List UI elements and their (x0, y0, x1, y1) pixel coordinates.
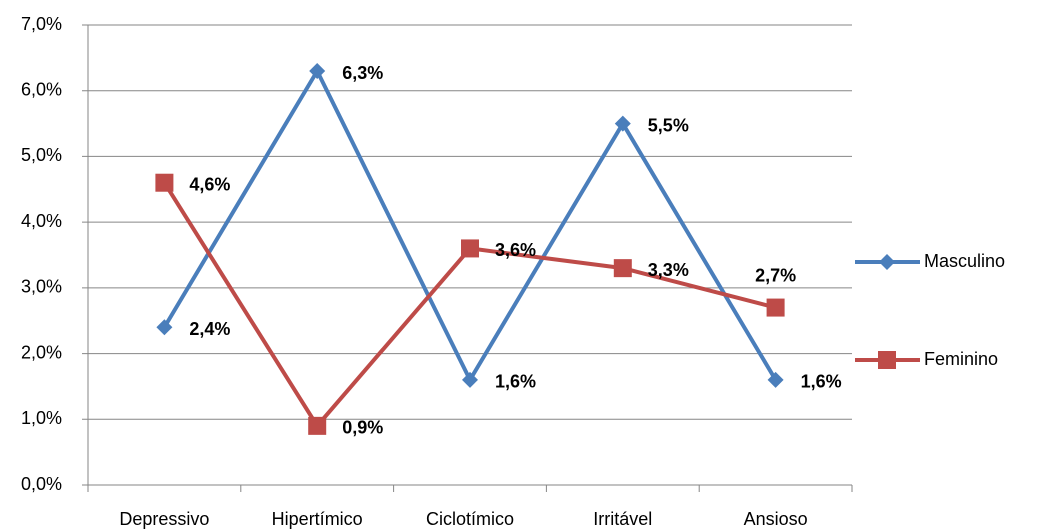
x-tick-label: Ansioso (744, 509, 808, 529)
data-label: 3,3% (648, 260, 689, 280)
marker (155, 173, 174, 192)
x-tick-label: Depressivo (119, 509, 209, 529)
data-label: 1,6% (801, 372, 842, 392)
data-label: 6,3% (342, 63, 383, 83)
marker (308, 416, 327, 435)
y-tick-label: 7,0% (21, 14, 62, 34)
data-label: 5,5% (648, 115, 689, 135)
data-label: 2,7% (755, 265, 796, 285)
x-tick-label: Hipertímico (272, 509, 363, 529)
marker (613, 259, 632, 278)
y-tick-label: 0,0% (21, 474, 62, 494)
legend-label: Masculino (924, 251, 1005, 271)
x-tick-label: Ciclotímico (426, 509, 514, 529)
data-label: 1,6% (495, 372, 536, 392)
marker (767, 371, 784, 388)
y-tick-label: 3,0% (21, 277, 62, 297)
y-tick-label: 1,0% (21, 408, 62, 428)
y-tick-label: 6,0% (21, 79, 62, 99)
legend-marker (878, 351, 896, 369)
legend-marker (879, 254, 895, 270)
x-tick-label: Irritável (593, 509, 652, 529)
y-tick-label: 5,0% (21, 145, 62, 165)
marker (461, 239, 479, 258)
marker (156, 319, 173, 336)
legend-label: Feminino (924, 349, 998, 369)
data-label: 0,9% (342, 418, 383, 438)
data-label: 4,6% (189, 174, 230, 194)
y-tick-label: 4,0% (21, 211, 62, 231)
series-line (162, 181, 777, 430)
marker (462, 371, 478, 388)
marker (309, 63, 326, 79)
marker (766, 298, 785, 317)
data-label: 2,4% (189, 319, 230, 339)
marker (614, 115, 631, 132)
y-tick-label: 2,0% (21, 342, 62, 362)
data-label: 3,6% (495, 240, 536, 260)
